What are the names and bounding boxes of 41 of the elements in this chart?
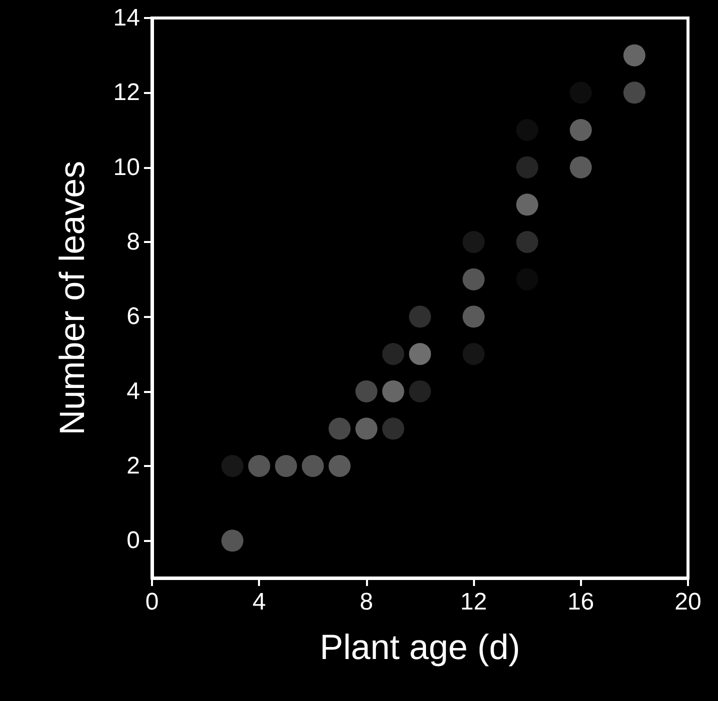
y-tick-label: 12 <box>113 79 140 106</box>
x-tick-label: 20 <box>674 588 702 616</box>
point <box>248 455 270 477</box>
y-tick-label: 14 <box>113 4 140 32</box>
point <box>409 343 431 365</box>
point <box>623 82 646 104</box>
y-axis-title: Number of leaves <box>53 160 92 436</box>
point <box>355 380 378 402</box>
point <box>382 418 404 440</box>
point <box>570 119 592 141</box>
point <box>328 418 351 440</box>
point <box>382 343 404 365</box>
point <box>355 418 378 440</box>
y-tick-label: 0 <box>126 527 140 554</box>
x-tick-label: 12 <box>460 588 487 616</box>
point <box>328 455 351 477</box>
y-tick-label: 6 <box>126 303 140 330</box>
x-tick-label: 8 <box>360 588 374 616</box>
y-tick-label: 2 <box>126 452 140 480</box>
x-tick-label: 4 <box>252 588 266 616</box>
point <box>221 530 244 552</box>
point <box>623 44 646 66</box>
point <box>302 455 324 477</box>
y-tick-label: 8 <box>126 228 140 256</box>
y-tick-label: 4 <box>126 378 140 405</box>
point <box>516 156 538 178</box>
point <box>409 380 431 402</box>
point <box>221 455 244 477</box>
point <box>382 380 404 402</box>
point <box>462 231 485 253</box>
x-tick-label: 0 <box>145 588 159 616</box>
x-tick-label: 16 <box>567 588 594 616</box>
point <box>409 306 431 328</box>
point <box>516 231 538 253</box>
point <box>275 455 297 477</box>
point <box>462 306 485 328</box>
x-axis-title: Plant age (d) <box>320 628 520 667</box>
point <box>462 268 485 290</box>
point <box>516 194 538 216</box>
y-tick-label: 10 <box>113 154 140 181</box>
point <box>570 156 592 178</box>
